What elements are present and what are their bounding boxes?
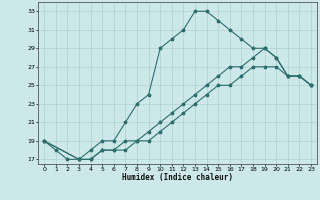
X-axis label: Humidex (Indice chaleur): Humidex (Indice chaleur) bbox=[122, 173, 233, 182]
